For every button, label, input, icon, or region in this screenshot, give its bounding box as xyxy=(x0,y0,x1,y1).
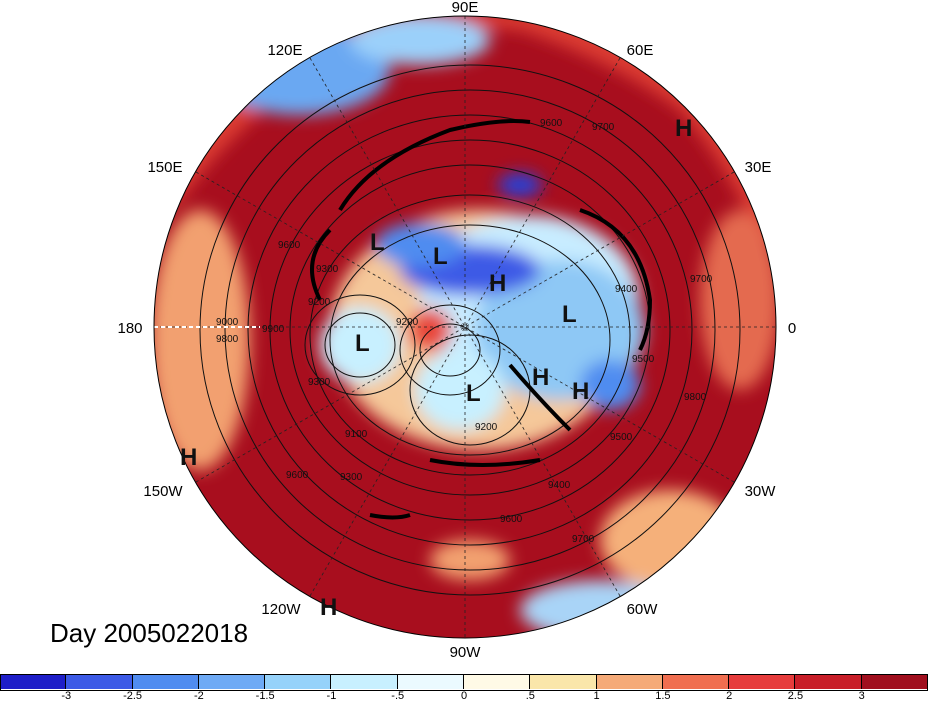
contour-label: 9800 xyxy=(216,334,239,345)
colorbar-swatch xyxy=(66,674,133,689)
contour-label: 9600 xyxy=(500,514,523,525)
lon-label-30e: 30E xyxy=(745,159,772,176)
lon-label-90e: 90E xyxy=(452,0,479,16)
colorbar-label: -.5 xyxy=(391,690,405,702)
high-center: H xyxy=(320,594,337,621)
contour-label: 9900 xyxy=(262,324,285,335)
contour-label: 9000 xyxy=(216,317,239,328)
contour-labels: 9600 9700 9600 9300 9200 9200 9900 9000 … xyxy=(216,118,713,545)
high-center: H xyxy=(180,444,197,471)
colorbar-label: 2 xyxy=(726,690,733,702)
graticule xyxy=(154,16,776,638)
colorbar-label: -1.5 xyxy=(255,690,275,702)
colorbar-label: -2.5 xyxy=(123,690,143,702)
lon-label-0: 0 xyxy=(788,320,796,337)
colorbar-swatch xyxy=(198,674,266,689)
colorbar-label: -3 xyxy=(61,690,72,702)
lon-label-120w: 120W xyxy=(261,601,301,618)
lon-label-60e: 60E xyxy=(627,42,654,59)
colorbar-swatch xyxy=(662,674,730,689)
jet-contours xyxy=(310,119,653,520)
low-center: L xyxy=(355,330,370,357)
high-center: H xyxy=(572,378,589,405)
lon-label-30w: 30W xyxy=(745,483,777,500)
colorbar-swatch xyxy=(265,674,332,689)
lon-label-60w: 60W xyxy=(627,601,659,618)
colorbar-swatch xyxy=(596,674,663,689)
contour-label: 9700 xyxy=(690,274,713,285)
colorbar-swatch xyxy=(530,674,597,689)
colorbar-swatch xyxy=(132,674,199,689)
colorbar-swatch xyxy=(729,674,796,689)
low-center: L xyxy=(466,380,481,407)
pressure-centers: H L L H L L H H L H H xyxy=(180,115,692,621)
contour-label: 9700 xyxy=(572,534,595,545)
contour-label: 9600 xyxy=(540,118,563,129)
colorbar-label: -2 xyxy=(193,690,204,702)
date-title: Day 2005022018 xyxy=(50,618,249,648)
contour-label: 9300 xyxy=(340,472,363,483)
lon-label-180: 180 xyxy=(117,320,142,337)
high-center: H xyxy=(675,115,692,142)
lon-label-150w: 150W xyxy=(143,483,183,500)
contour-label: 9800 xyxy=(684,392,707,403)
high-center: H xyxy=(489,270,506,297)
colorbar: -3 -2.5 -2 -1.5 -1 -.5 0 .5 1 1.5 2 2.5 3 xyxy=(0,674,928,702)
colorbar-label: 1 xyxy=(593,690,600,702)
contour-label: 9300 xyxy=(316,264,339,275)
low-center: L xyxy=(562,301,577,328)
map-border xyxy=(153,15,777,639)
colorbar-swatch xyxy=(464,674,531,689)
contour-label: 9200 xyxy=(308,297,331,308)
colorbar-label: 0 xyxy=(460,690,468,702)
colorbar-label: .5 xyxy=(525,690,535,702)
high-center: H xyxy=(532,364,549,391)
contour-label: 9200 xyxy=(475,422,498,433)
lon-label-120e: 120E xyxy=(267,42,302,59)
low-center: L xyxy=(370,229,385,256)
height-contours xyxy=(199,64,741,596)
colorbar-swatch xyxy=(331,674,398,689)
contour-label: 9500 xyxy=(610,432,633,443)
contour-label: 9700 xyxy=(592,122,615,133)
colorbar-label: -1 xyxy=(326,690,337,702)
polar-map: 90E 120E 60E 150E 30E 180 0 150W 30W 120… xyxy=(117,0,796,661)
contour-label: 9500 xyxy=(632,354,655,365)
colorbar-label: 2.5 xyxy=(787,690,804,702)
contour-label: 9200 xyxy=(396,317,419,328)
contour-label: 9100 xyxy=(345,429,368,440)
colorbar-label: 3 xyxy=(858,690,865,702)
contour-label: 9600 xyxy=(278,240,301,251)
colorbar-swatch xyxy=(397,674,464,689)
lon-label-90w: 90W xyxy=(450,644,482,661)
contour-label: 9400 xyxy=(548,480,571,491)
colorbar-frame xyxy=(0,674,928,691)
low-center: L xyxy=(433,243,448,270)
lon-label-150e: 150E xyxy=(147,159,182,176)
contour-label: 9300 xyxy=(308,377,331,388)
colorbar-swatch xyxy=(0,674,67,689)
contour-label: 9600 xyxy=(286,470,309,481)
colorbar-swatch xyxy=(795,674,862,689)
colorbar-label: 1.5 xyxy=(655,690,671,702)
contour-label: 9400 xyxy=(615,284,638,295)
